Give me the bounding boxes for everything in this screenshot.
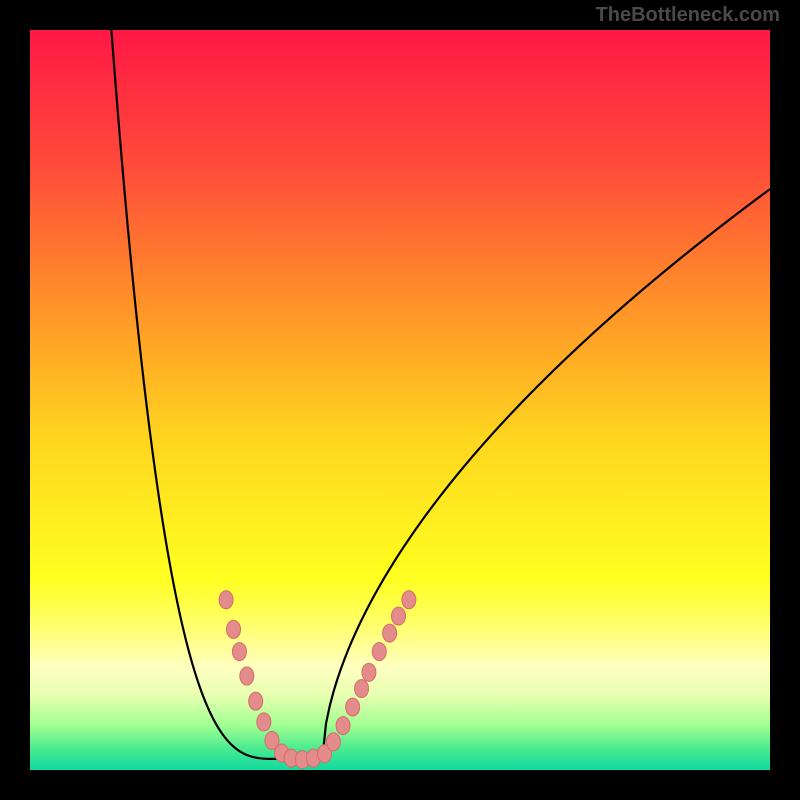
curve-marker [372,643,386,661]
curve-marker [232,643,246,661]
curve-marker [257,713,271,731]
curve-marker [402,591,416,609]
chart-svg [30,30,770,770]
curve-marker [219,591,233,609]
curve-marker [383,624,397,642]
curve-marker [326,733,340,751]
gradient-background [30,30,770,770]
curve-marker [336,717,350,735]
watermark: TheBottleneck.com [596,4,780,27]
curve-marker [392,607,406,625]
curve-marker [240,667,254,685]
curve-marker [346,698,360,716]
plot-area [30,30,770,770]
curve-marker [362,663,376,681]
curve-marker [355,680,369,698]
curve-marker [249,692,263,710]
curve-marker [227,620,241,638]
